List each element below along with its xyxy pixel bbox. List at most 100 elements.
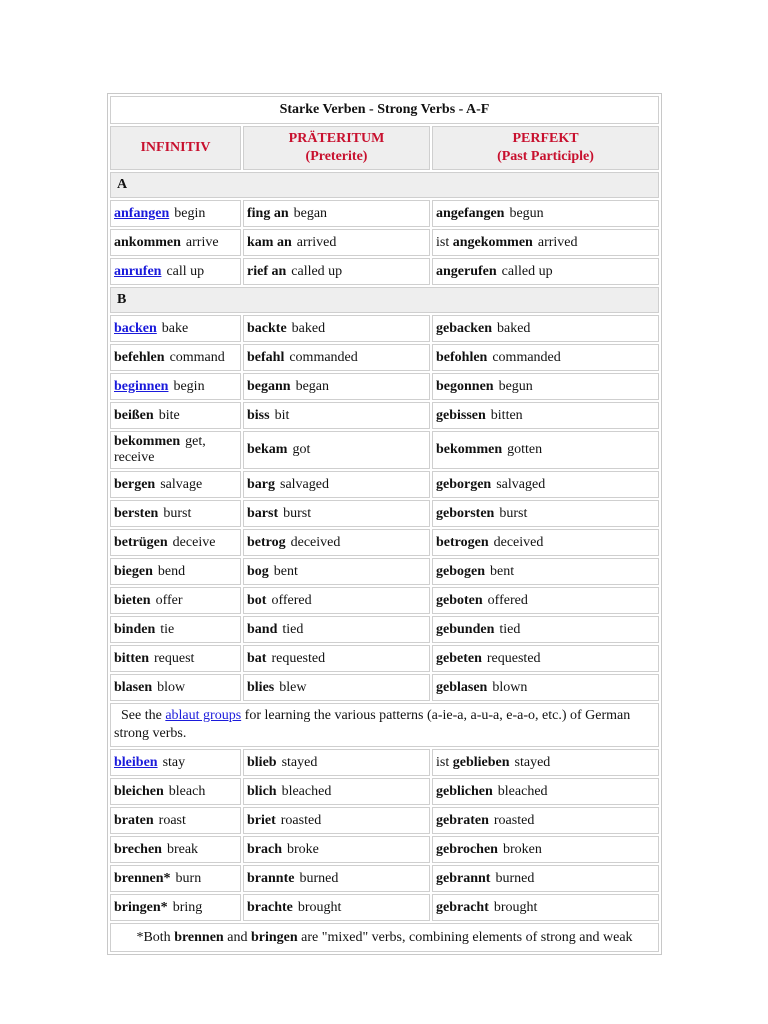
note-fragment: for learning the various patterns (a-ie-… bbox=[114, 708, 634, 741]
verb-form: gebogen bbox=[436, 563, 485, 579]
cell-perfekt: gebeten requested bbox=[432, 645, 659, 672]
translation: arrived bbox=[537, 234, 578, 250]
translation: roasted bbox=[493, 812, 535, 828]
translation: broken bbox=[502, 841, 542, 857]
cell-praeteritum: brach broke bbox=[243, 836, 430, 863]
cell-praeteritum: betrog deceived bbox=[243, 529, 430, 556]
translation: requested bbox=[271, 650, 326, 666]
translation: burned bbox=[495, 870, 535, 886]
verb-form: gebacken bbox=[436, 320, 492, 336]
translation: broke bbox=[287, 841, 319, 857]
table-row: ankommen arrive kam an arrived ist angekomme… bbox=[110, 229, 659, 256]
cell-praeteritum: blieb stayed bbox=[243, 749, 430, 776]
translation: burst bbox=[163, 505, 192, 521]
table-row: bitten request bat requested gebeten requeste… bbox=[110, 645, 659, 672]
verb-form: brechen bbox=[114, 841, 162, 857]
verb-form: geborgen bbox=[436, 476, 492, 492]
verb-form: geblieben bbox=[452, 754, 510, 770]
header-label: PRÄTERITUM bbox=[288, 131, 385, 146]
verb-link[interactable]: anfangen bbox=[114, 205, 170, 221]
table-row: betrügen deceive betrog deceived betrogen dec… bbox=[110, 529, 659, 556]
translation: deceived bbox=[493, 534, 544, 550]
header-label: PERFEKT bbox=[512, 131, 579, 146]
translation: bleach bbox=[168, 783, 206, 799]
ablaut-groups-link[interactable]: ablaut groups bbox=[165, 708, 242, 723]
translation: blow bbox=[157, 679, 186, 695]
section-row: B bbox=[110, 287, 659, 313]
verb-form: bleichen bbox=[114, 783, 164, 799]
translation: begin bbox=[173, 378, 205, 394]
verb-form: geblichen bbox=[436, 783, 493, 799]
cell-infinitiv: befehlen command bbox=[110, 344, 241, 371]
translation: began bbox=[293, 205, 328, 221]
verb-link[interactable]: backen bbox=[114, 320, 157, 336]
translation: brought bbox=[297, 899, 342, 915]
cell-perfekt: gebacken baked bbox=[432, 315, 659, 342]
verb-link[interactable]: anrufen bbox=[114, 263, 162, 279]
verb-form: geborsten bbox=[436, 505, 495, 521]
verb-form: braten bbox=[114, 812, 154, 828]
translation: arrive bbox=[185, 234, 219, 250]
verb-form: bekam bbox=[247, 442, 288, 457]
section-label: B bbox=[110, 287, 659, 313]
cell-praeteritum: briet roasted bbox=[243, 807, 430, 834]
translation: get, receive bbox=[114, 434, 206, 465]
translation: blew bbox=[279, 679, 307, 695]
verb-form: bieten bbox=[114, 592, 151, 608]
cell-infinitiv: biegen bend bbox=[110, 558, 241, 585]
translation: begun bbox=[498, 378, 533, 394]
verb-form: begann bbox=[247, 378, 291, 394]
cell-perfekt: gebunden tied bbox=[432, 616, 659, 643]
header-sublabel: (Past Participle) bbox=[497, 149, 594, 164]
table-row: beginnen begin begann began begonnen begun bbox=[110, 373, 659, 400]
table-row: bieten offer bot offered geboten offered bbox=[110, 587, 659, 614]
cell-infinitiv: betrügen deceive bbox=[110, 529, 241, 556]
translation: brought bbox=[493, 899, 538, 915]
table-row: biegen bend bog bent gebogen bent bbox=[110, 558, 659, 585]
cell-infinitiv: braten roast bbox=[110, 807, 241, 834]
cell-perfekt: geborgen salvaged bbox=[432, 471, 659, 498]
note-text: *Both brennen and bringen are "mixed" ve… bbox=[110, 923, 659, 952]
verb-form: betrogen bbox=[436, 534, 489, 550]
verb-form: binden bbox=[114, 621, 156, 637]
note-bold-word: bringen bbox=[250, 929, 298, 945]
cell-praeteritum: bot offered bbox=[243, 587, 430, 614]
note-row: See the ablaut groups for learning the v… bbox=[110, 703, 659, 747]
verb-form: bekommen bbox=[436, 442, 503, 457]
verb-form: kam an bbox=[247, 234, 292, 250]
cell-perfekt: angefangen begun bbox=[432, 200, 659, 227]
translation: burned bbox=[299, 870, 339, 886]
verb-form: barg bbox=[247, 476, 275, 492]
translation: stay bbox=[162, 754, 186, 770]
translation: baked bbox=[291, 320, 326, 336]
strong-verbs-table: Starke Verben - Strong Verbs - A-F INFIN… bbox=[107, 93, 662, 955]
verb-link[interactable]: bleiben bbox=[114, 754, 158, 770]
note-fragment: *Both bbox=[136, 929, 175, 945]
table-row: bringen* bring brachte brought gebracht broug… bbox=[110, 894, 659, 921]
table-row: bekommen get, receive bekam got bekommen gott… bbox=[110, 431, 659, 469]
verb-form: gebunden bbox=[436, 621, 495, 637]
cell-praeteritum: begann began bbox=[243, 373, 430, 400]
translation: began bbox=[295, 378, 330, 394]
translation: roast bbox=[158, 812, 186, 828]
cell-infinitiv: bringen* bring bbox=[110, 894, 241, 921]
cell-praeteritum: kam an arrived bbox=[243, 229, 430, 256]
section-label: A bbox=[110, 172, 659, 198]
verb-link[interactable]: beginnen bbox=[114, 378, 169, 394]
verb-form: gebraten bbox=[436, 812, 489, 828]
translation: bleached bbox=[281, 783, 332, 799]
cell-perfekt: gebraten roasted bbox=[432, 807, 659, 834]
translation: called up bbox=[501, 263, 553, 279]
verb-form: gebeten bbox=[436, 650, 482, 666]
cell-praeteritum: blies blew bbox=[243, 674, 430, 701]
verb-form: backte bbox=[247, 320, 287, 336]
translation: stayed bbox=[281, 754, 318, 770]
cell-infinitiv: bergen salvage bbox=[110, 471, 241, 498]
translation: got bbox=[292, 442, 311, 457]
cell-perfekt: gebogen bent bbox=[432, 558, 659, 585]
header-row: INFINITIV PRÄTERITUM (Preterite) PERFEKT (… bbox=[110, 126, 659, 170]
header-label: INFINITIV bbox=[140, 140, 211, 155]
section-row: A bbox=[110, 172, 659, 198]
table-row: anfangen begin fing an began angefangen begun bbox=[110, 200, 659, 227]
table-row: brennen* burn brannte burned gebrannt burned bbox=[110, 865, 659, 892]
